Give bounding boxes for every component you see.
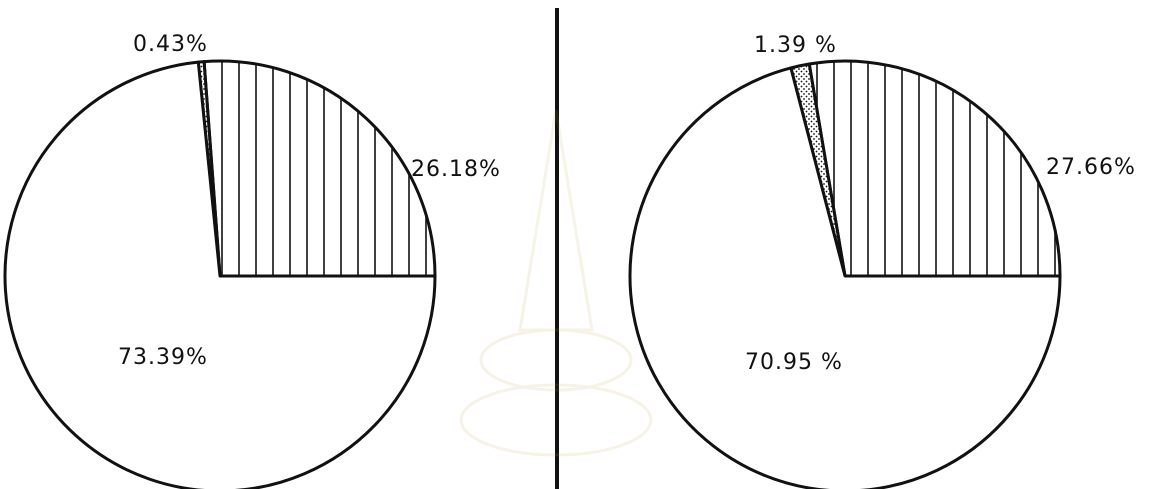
slice-label-left-large: 73.39%: [118, 345, 208, 370]
slice-label-left-dotted: 0.43%: [133, 32, 208, 57]
right-slice-hatched: [807, 59, 1062, 278]
left-slice-large: [3, 60, 437, 489]
slice-label-right-large: 70.95 %: [745, 350, 843, 375]
right-slice-large: [628, 66, 1062, 489]
slice-label-right-hatched: 27.66%: [1046, 155, 1136, 180]
left-slice-hatched: [202, 59, 437, 278]
pie-slices-left: [3, 59, 437, 489]
pie-chart-left: 73.39% 26.18% 0.43%: [3, 32, 501, 489]
watermark-emblem: [459, 109, 653, 457]
slice-label-right-dotted: 1.39 %: [754, 33, 837, 58]
pie-slices-right: [628, 59, 1062, 489]
pie-chart-right: 70.95 % 27.66% 1.39 %: [628, 33, 1136, 489]
slice-label-left-hatched: 26.18%: [411, 157, 501, 182]
